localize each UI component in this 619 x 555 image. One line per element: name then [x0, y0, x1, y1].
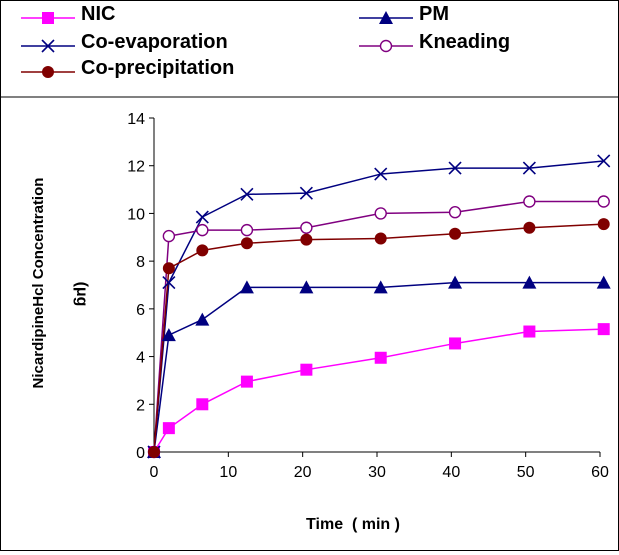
data-point — [522, 161, 536, 175]
x-tick-label: 10 — [219, 464, 237, 481]
data-point — [162, 276, 176, 290]
legend-marker — [42, 12, 54, 24]
y-tick-label: 14 — [127, 111, 145, 128]
data-point — [449, 337, 462, 350]
data-point — [299, 186, 313, 200]
x-tick-label: 20 — [294, 464, 312, 481]
y-axis-unit: (μg — [73, 282, 90, 307]
data-point — [523, 325, 536, 338]
y-tick-label: 2 — [136, 397, 145, 414]
y-tick-label: 4 — [136, 350, 145, 367]
legend-item: PM — [359, 3, 449, 25]
legend-label: Co-evaporation — [81, 31, 228, 53]
legend-marker — [41, 39, 55, 53]
data-point — [597, 195, 610, 208]
y-tick-label: 10 — [127, 206, 145, 223]
data-point — [148, 446, 160, 458]
data-point — [449, 227, 462, 240]
legend-item: Co-precipitation — [21, 57, 234, 79]
y-tick-label: 6 — [136, 302, 145, 319]
data-point — [596, 275, 611, 289]
data-point — [523, 195, 536, 208]
y-axis-label: NicardipineHcl Concentration — [30, 178, 47, 389]
x-axis-label: Time ( min ) — [306, 516, 400, 533]
data-point — [523, 221, 536, 234]
x-tick-label: 50 — [517, 464, 535, 481]
data-point — [161, 328, 176, 342]
data-point — [162, 262, 175, 275]
series-line — [153, 281, 604, 453]
legend-label: Kneading — [419, 31, 510, 53]
data-point — [299, 280, 314, 294]
data-point — [300, 221, 313, 234]
legend-marker — [379, 39, 393, 53]
x-tick-label: 40 — [442, 464, 460, 481]
data-point — [300, 233, 313, 246]
data-point — [597, 154, 611, 168]
data-point — [239, 280, 254, 294]
data-point — [448, 275, 463, 289]
legend-item: Kneading — [359, 31, 510, 53]
legend-item: Co-evaporation — [21, 31, 228, 53]
series-line — [153, 328, 604, 453]
y-tick-label: 0 — [136, 445, 145, 462]
data-point — [448, 206, 462, 219]
data-point — [195, 312, 210, 326]
data-point — [373, 280, 388, 294]
data-point — [300, 363, 313, 376]
data-point — [448, 161, 462, 175]
data-point — [374, 167, 388, 181]
data-point — [196, 244, 209, 257]
data-point — [374, 232, 387, 245]
data-point — [522, 275, 537, 289]
y-tick-label: 8 — [136, 254, 145, 271]
legend-marker — [42, 66, 54, 78]
data-point — [195, 210, 209, 224]
legend: NIC PM Co-evaporation Kneading Co-precipitat… — [21, 3, 510, 79]
legend-marker — [379, 11, 393, 24]
data-point — [240, 187, 254, 201]
legend-label: NIC — [81, 3, 115, 25]
data-point — [597, 218, 610, 231]
legend-item: NIC — [21, 3, 115, 25]
x-tick-label: 0 — [150, 464, 159, 481]
data-point — [196, 223, 209, 237]
y-tick-label: 12 — [127, 159, 145, 176]
data-point — [240, 223, 254, 237]
x-tick-label: 30 — [368, 464, 386, 481]
series-line — [153, 223, 604, 453]
plot-area: 0 2 4 6 8 10 12 14 0 10 20 30 40 50 60 — [127, 111, 611, 481]
data-point — [597, 323, 610, 336]
x-tick-label: 60 — [591, 464, 609, 481]
legend-label: PM — [419, 3, 449, 25]
data-point — [162, 229, 176, 243]
legend-label: Co-precipitation — [81, 57, 234, 79]
data-point — [240, 237, 253, 250]
data-point — [196, 398, 209, 411]
data-point — [374, 207, 387, 220]
data-point — [374, 351, 387, 364]
data-point — [162, 422, 175, 435]
data-point — [240, 375, 253, 388]
